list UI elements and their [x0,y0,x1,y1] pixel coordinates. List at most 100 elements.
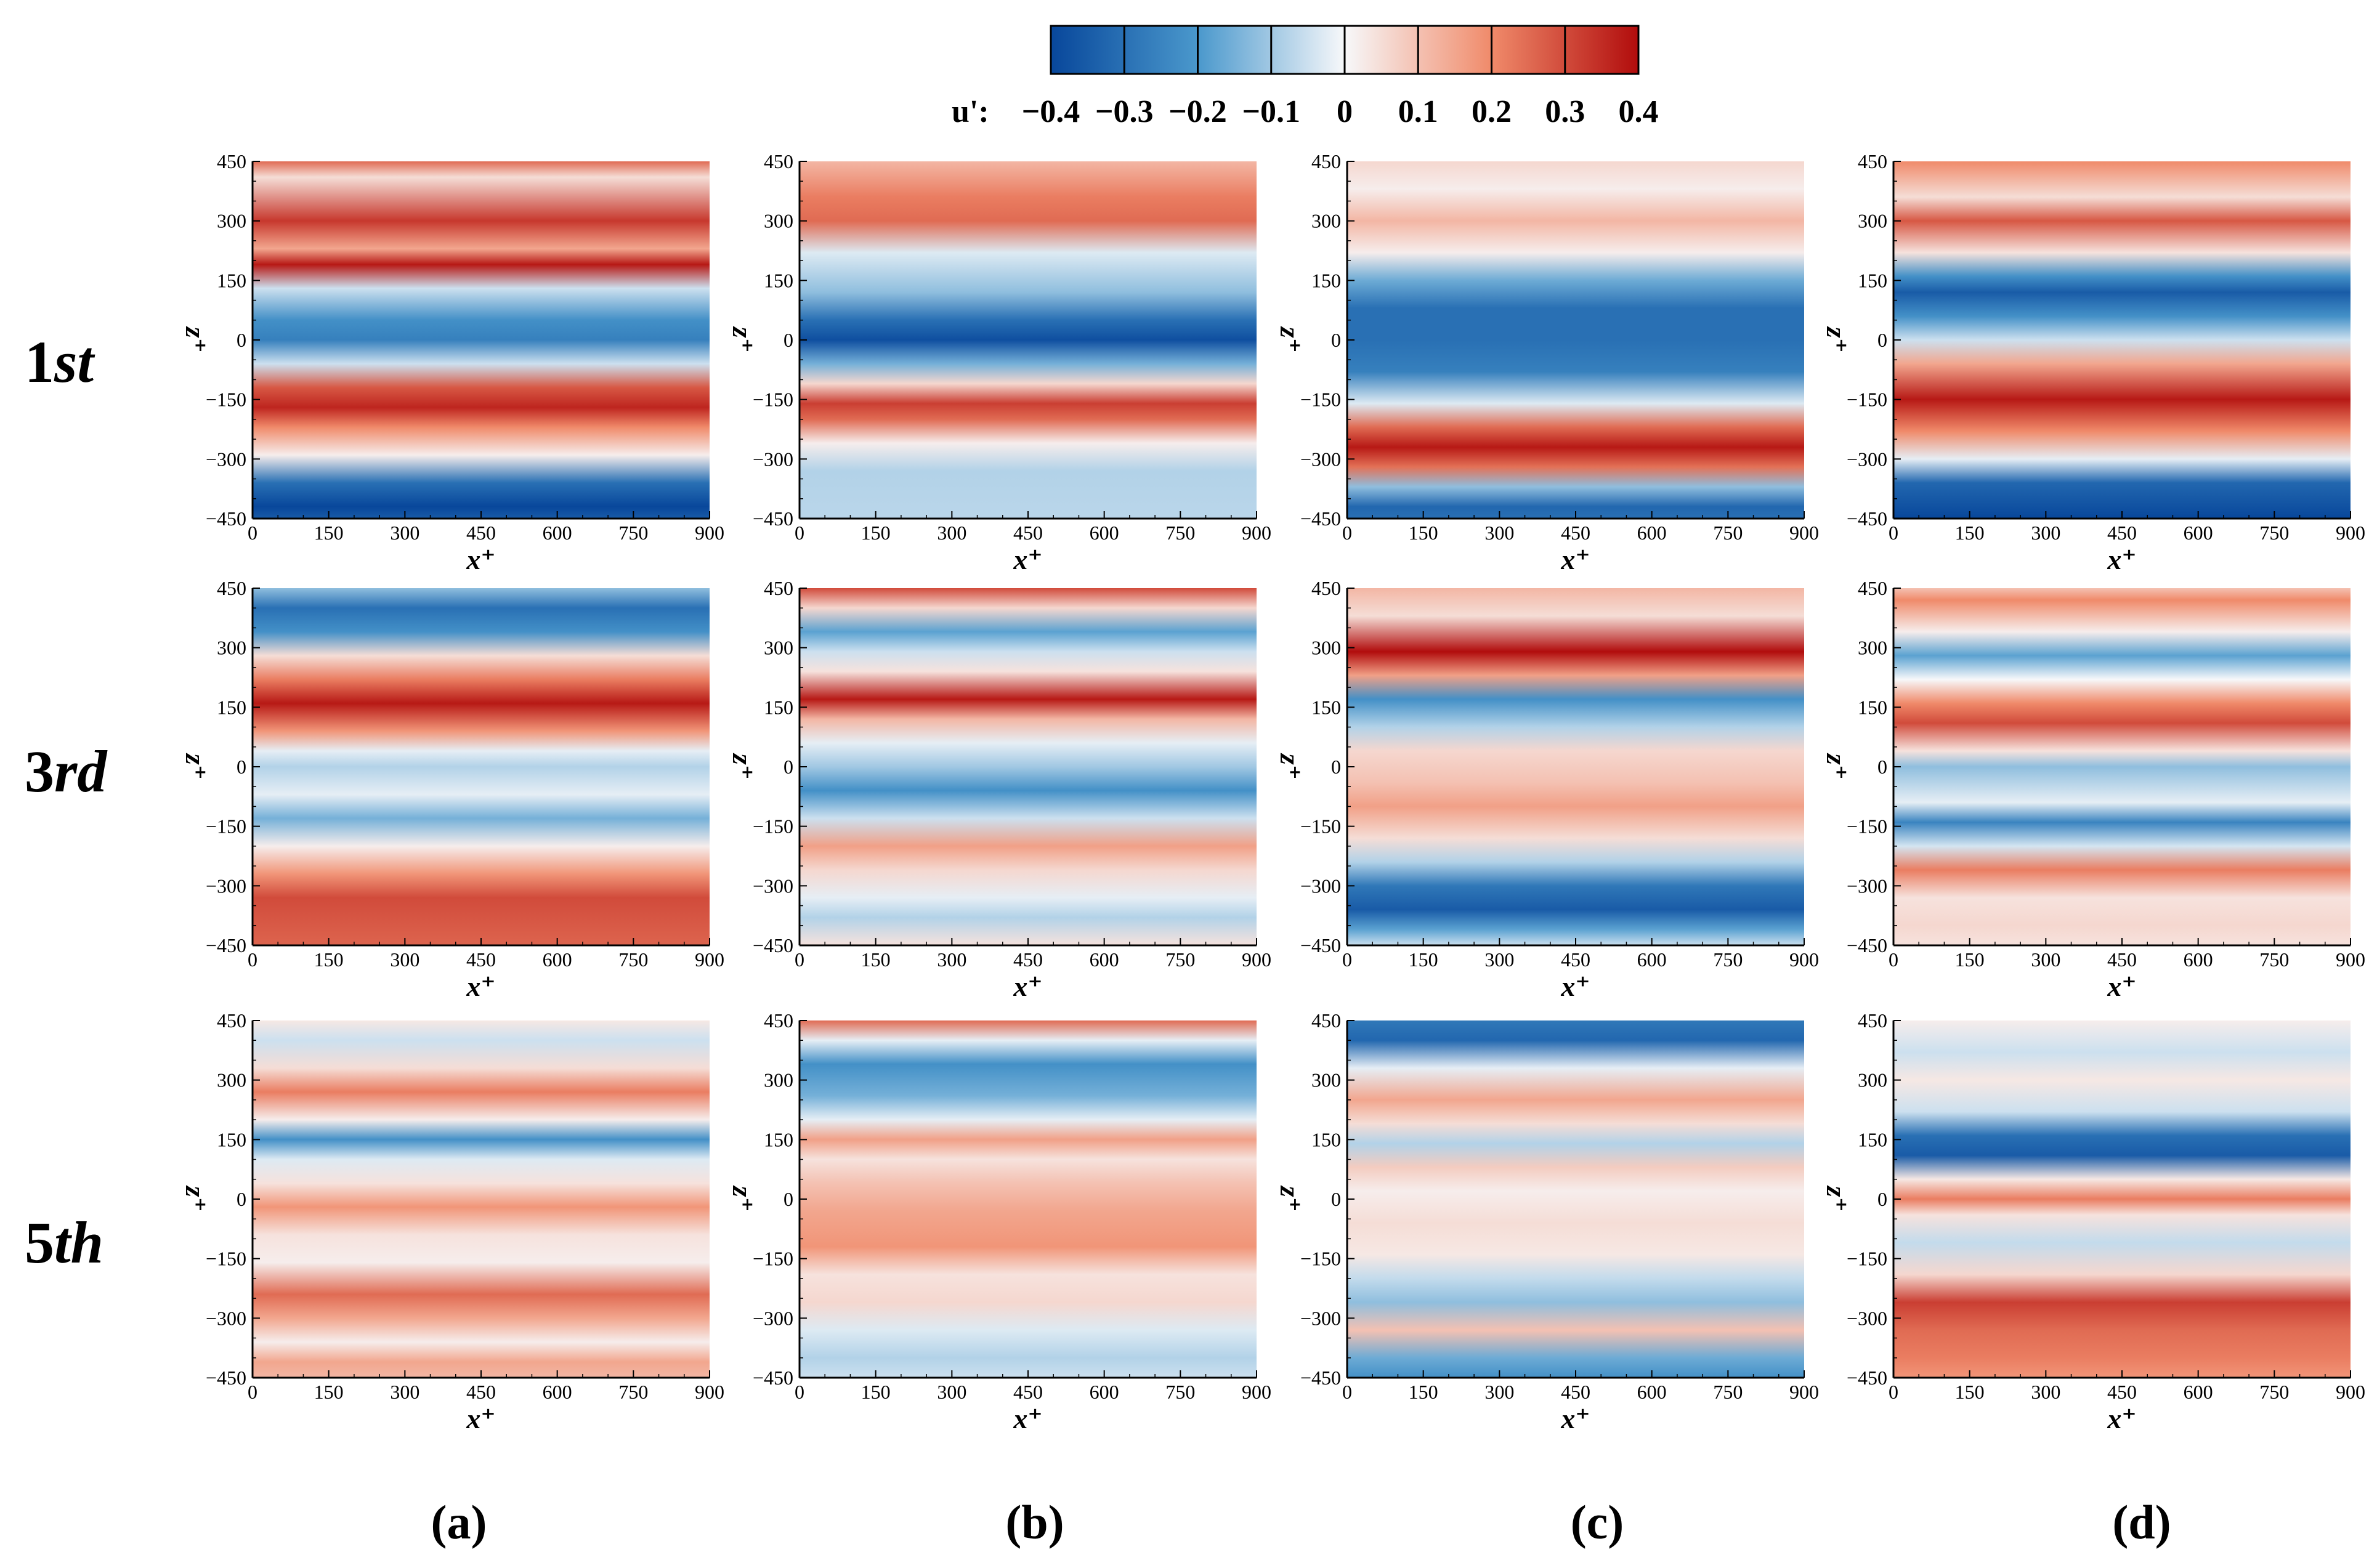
x-tick-label: 450 [1561,948,1590,971]
x-axis-label: x⁺ [1013,1403,1042,1434]
y-tick-label: 0 [784,1188,793,1210]
x-tick-label: 450 [2107,948,2137,971]
x-tick-label: 300 [2031,1381,2060,1403]
y-axis-label: z⁺ [727,326,758,353]
y-tick-label: −150 [206,815,246,838]
heatmap-field [253,1020,710,1378]
x-tick-label: 600 [1090,1381,1119,1403]
y-tick-label: 300 [764,210,793,232]
y-axis-label: z⁺ [1821,326,1852,353]
y-tick-label: −150 [1847,815,1887,838]
x-tick-label: 750 [1165,522,1195,544]
y-tick-label: 300 [1311,637,1341,659]
column-label-b: (b) [1005,1495,1064,1549]
heatmap-field [1893,1020,2351,1378]
y-tick-label: 0 [1877,1188,1887,1210]
x-tick-label: 300 [2031,948,2060,971]
x-tick-label: 450 [1561,522,1590,544]
y-tick-label: 450 [764,1009,793,1032]
x-tick-label: 0 [1342,948,1352,971]
colorbar-tick-label: 0.2 [1472,94,1512,129]
y-tick-label: 0 [237,1188,246,1210]
x-tick-label: 150 [314,522,344,544]
y-tick-label: 300 [1858,637,1887,659]
y-tick-label: −450 [1300,1367,1341,1389]
x-tick-label: 300 [390,948,419,971]
colorbar-tick-label: −0.4 [1022,94,1080,129]
y-tick-label: 300 [764,637,793,659]
y-axis-label: z⁺ [180,753,211,780]
heatmap-field [253,588,710,945]
y-tick-label: 150 [217,269,246,291]
x-tick-label: 750 [2259,522,2289,544]
x-tick-label: 150 [314,948,344,971]
y-tick-label: −300 [1847,448,1887,470]
x-tick-label: 600 [1637,1381,1667,1403]
y-tick-label: 150 [1311,696,1341,718]
y-tick-label: −300 [753,1307,793,1329]
y-tick-label: 150 [217,696,246,718]
y-tick-label: −450 [206,507,246,530]
y-axis-label: z⁺ [1274,1185,1306,1212]
colorbar-tick-label: 0.3 [1545,94,1585,129]
x-tick-label: 0 [1889,948,1898,971]
y-tick-label: −150 [753,1248,793,1270]
heatmap-field [1347,588,1804,945]
y-tick-label: −450 [753,507,793,530]
y-tick-label: 0 [1331,756,1341,778]
x-tick-label: 0 [1342,1381,1352,1403]
y-tick-label: 450 [217,577,246,599]
y-tick-label: 0 [1877,329,1887,351]
x-tick-label: 300 [1484,948,1514,971]
y-tick-label: −300 [206,1307,246,1329]
x-tick-label: 600 [1090,948,1119,971]
y-tick-label: 150 [1858,1128,1887,1150]
colorbar-tick-label: 0.4 [1619,94,1659,129]
y-tick-label: 150 [1311,269,1341,291]
y-tick-label: 450 [764,150,793,172]
x-tick-label: 0 [248,1381,257,1403]
x-tick-label: 150 [1955,1381,1985,1403]
x-tick-label: 300 [937,948,966,971]
y-axis-label: z⁺ [727,753,758,780]
y-tick-label: −150 [206,1248,246,1270]
x-tick-label: 450 [466,1381,496,1403]
heatmap-field [1347,1020,1804,1378]
x-tick-label: 750 [618,1381,648,1403]
x-tick-label: 900 [695,1381,724,1403]
y-tick-label: −150 [1300,1248,1341,1270]
x-tick-label: 750 [2259,1381,2289,1403]
x-tick-label: 900 [695,522,724,544]
x-tick-label: 0 [795,522,804,544]
x-tick-label: 750 [1713,522,1743,544]
x-tick-label: 900 [1242,948,1271,971]
x-tick-label: 900 [1789,948,1819,971]
x-axis-label: x⁺ [466,1403,495,1434]
y-tick-label: 150 [764,1128,793,1150]
x-tick-label: 900 [2336,948,2365,971]
x-tick-label: 600 [2184,522,2213,544]
x-tick-label: 900 [695,948,724,971]
y-tick-label: −450 [206,934,246,956]
column-label-d: (d) [2112,1495,2171,1549]
y-tick-label: 150 [764,269,793,291]
y-tick-label: −450 [1847,934,1887,956]
y-axis-label: z⁺ [1821,1185,1852,1212]
y-tick-label: 300 [1311,210,1341,232]
x-tick-label: 300 [1484,522,1514,544]
x-tick-label: 900 [1789,522,1819,544]
y-tick-label: 300 [217,210,246,232]
y-tick-label: 450 [217,150,246,172]
row-label-1st: 1st [25,329,95,395]
x-tick-label: 150 [861,948,891,971]
colorbar-tick-label: 0.1 [1398,94,1438,129]
x-tick-label: 450 [2107,522,2137,544]
y-tick-label: −450 [206,1367,246,1389]
y-tick-label: −150 [1847,1248,1887,1270]
